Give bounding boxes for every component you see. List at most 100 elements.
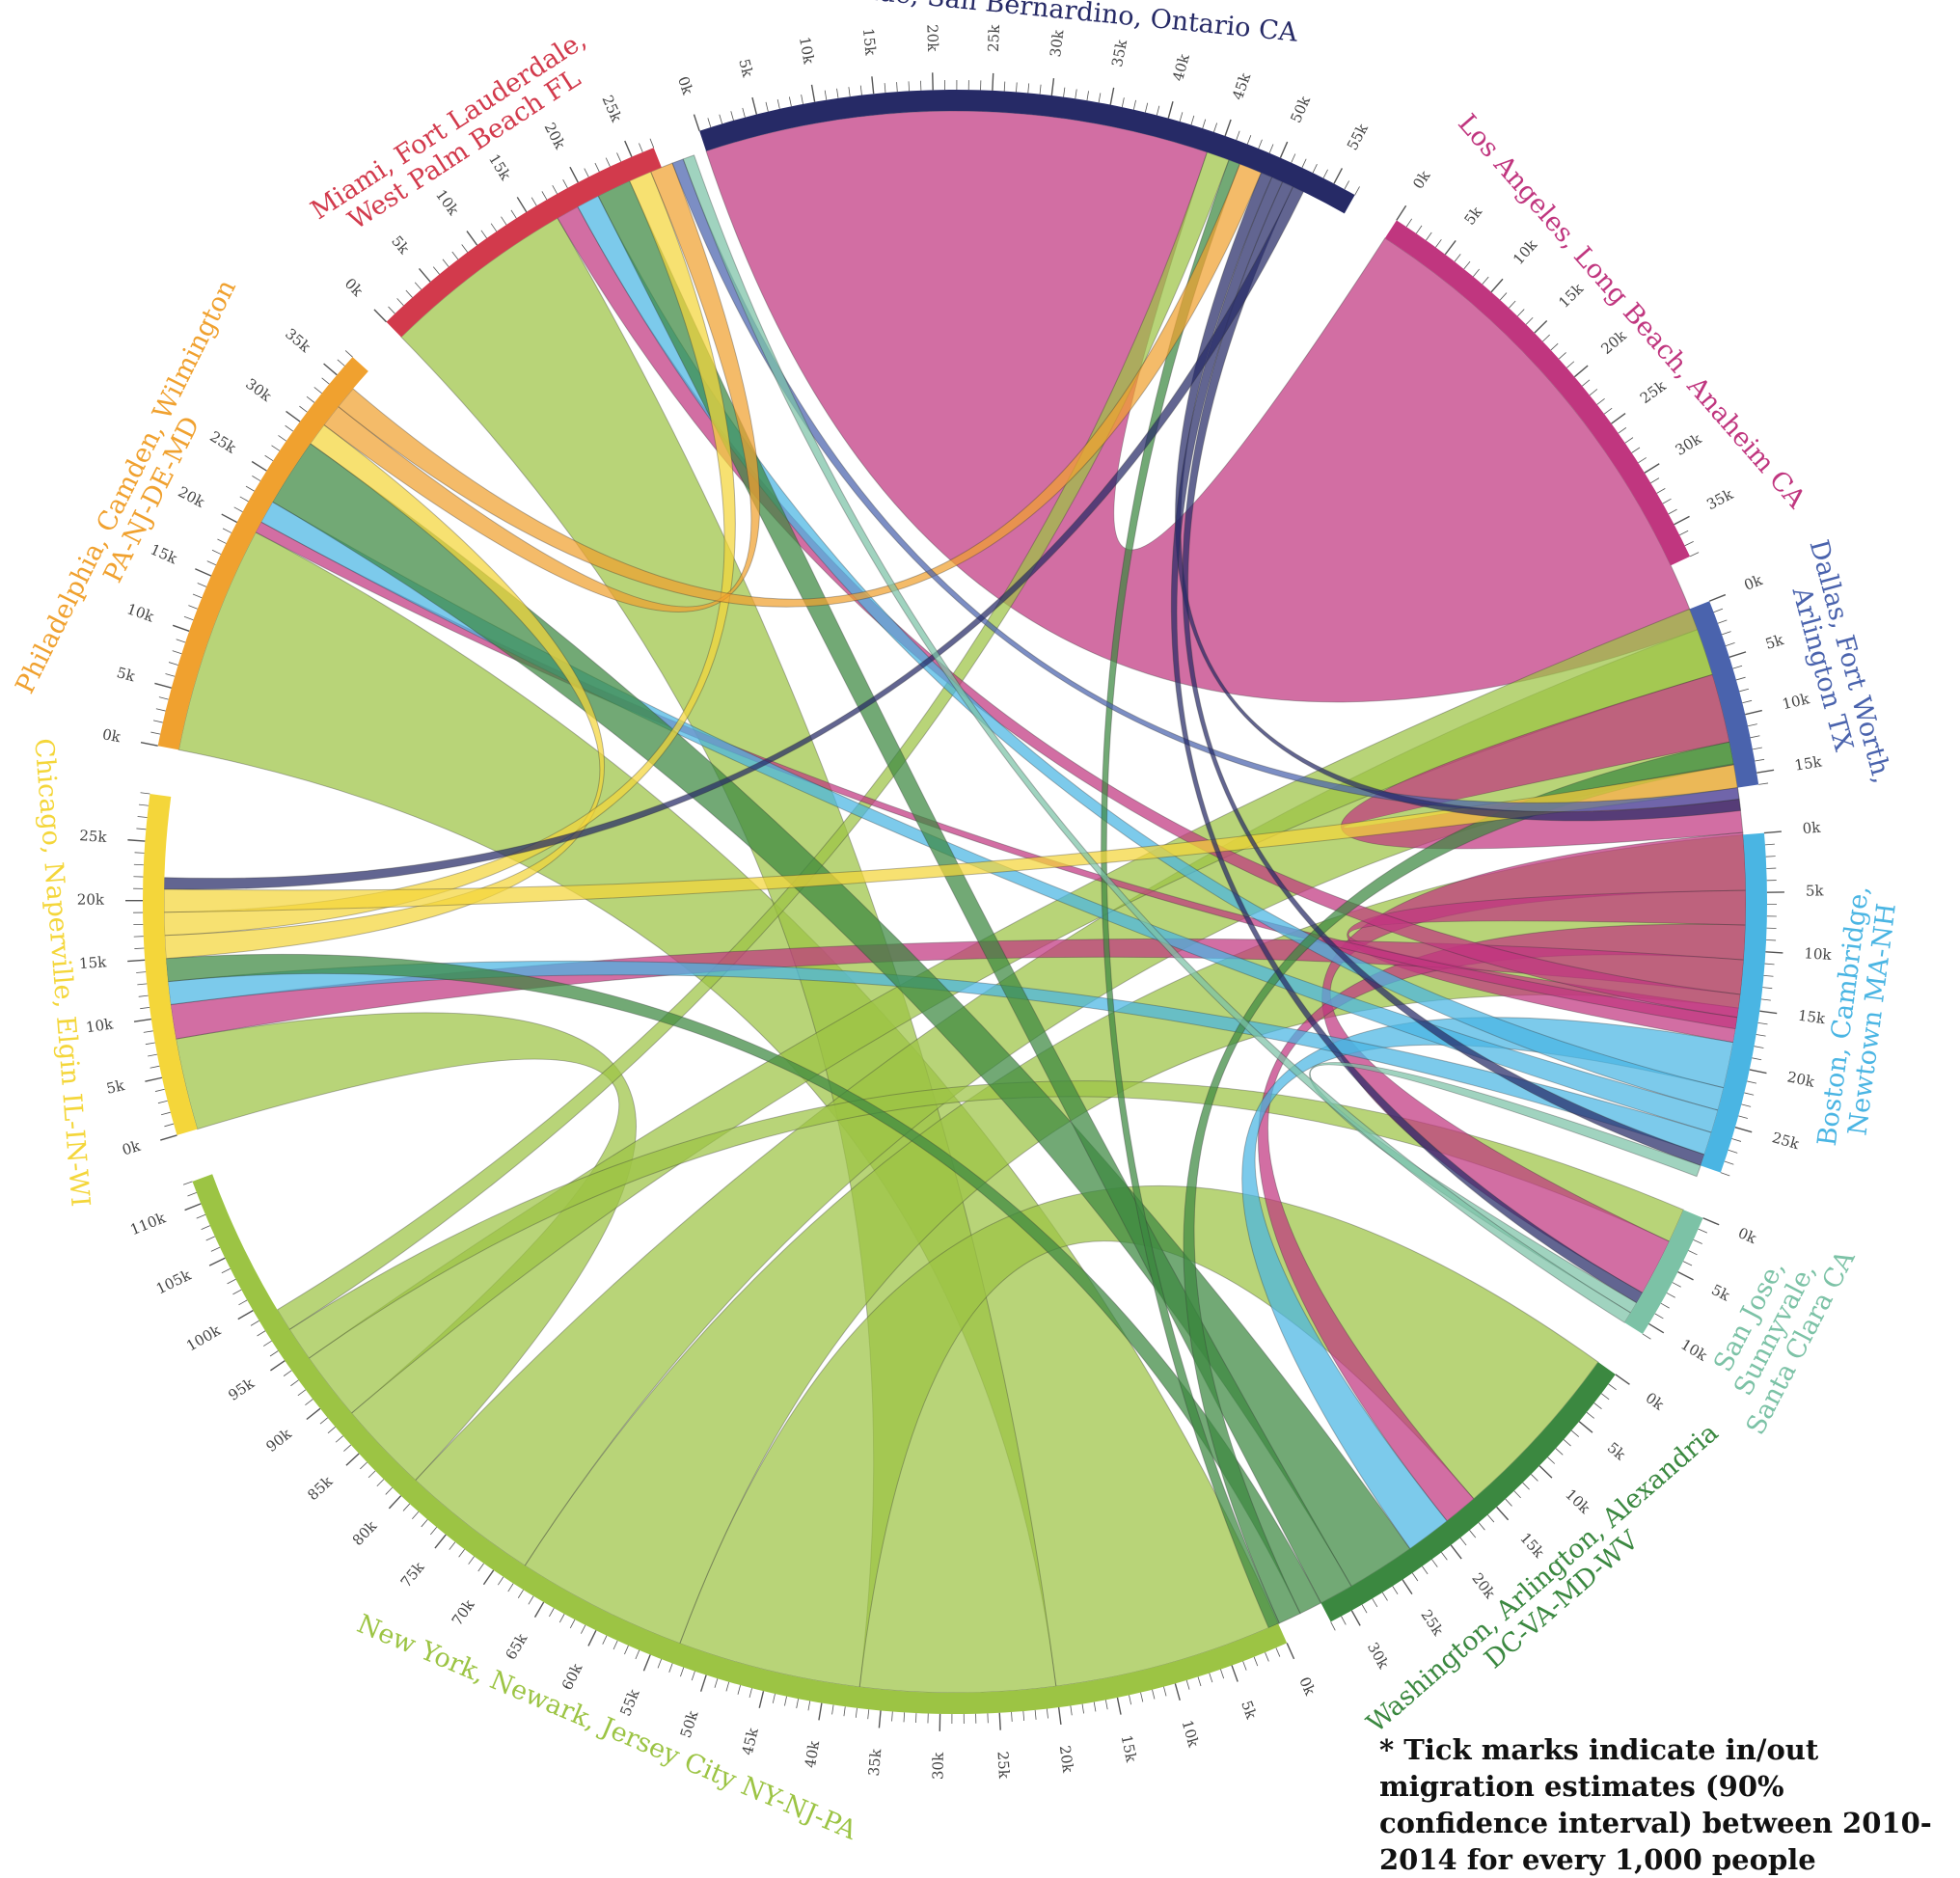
tick-mark <box>868 1709 869 1719</box>
tick-mark <box>1612 414 1626 424</box>
tick-label: 5k <box>388 232 413 259</box>
tick-mark <box>314 387 322 393</box>
tick-mark <box>1237 131 1239 140</box>
tick-label: 50k <box>677 1708 702 1740</box>
tick-label: 35k <box>865 1747 885 1777</box>
tick-mark <box>1203 120 1206 129</box>
tick-mark <box>217 539 226 543</box>
tick-mark <box>1483 277 1488 285</box>
tick-mark <box>909 81 910 91</box>
tick-label: 10k <box>1562 1485 1593 1517</box>
tick-label: 60k <box>558 1660 586 1693</box>
tick-mark <box>1566 362 1574 368</box>
tick-mark <box>832 1705 833 1715</box>
tick-mark <box>336 1436 343 1443</box>
tick-label: 0k <box>1295 1674 1319 1699</box>
tick-mark <box>1455 254 1460 261</box>
tick-mark <box>211 1247 220 1251</box>
tick-mark <box>1694 1239 1702 1243</box>
tick-label: 15k <box>1797 1007 1827 1028</box>
tick-label: 5k <box>105 1076 127 1098</box>
tick-label: 45k <box>1229 69 1255 101</box>
tick-mark <box>127 840 145 841</box>
tick-label: 15k <box>1793 752 1824 774</box>
tick-mark <box>1601 1394 1609 1400</box>
tick-mark <box>1334 168 1342 183</box>
tick-mark <box>1110 88 1113 105</box>
tick-mark <box>1259 140 1263 149</box>
tick-mark <box>603 1636 607 1645</box>
tick-mark <box>752 97 756 114</box>
tick-label: 40k <box>802 1739 824 1770</box>
tick-mark <box>1210 1674 1212 1682</box>
tick-mark <box>202 1226 210 1230</box>
tick-mark <box>252 462 266 472</box>
tick-mark <box>1373 1598 1377 1607</box>
tick-mark <box>1441 1552 1447 1560</box>
tick-mark <box>1669 509 1677 514</box>
tick-mark <box>346 1454 359 1465</box>
tick-label: 0k <box>1643 1389 1668 1414</box>
tick-mark <box>135 853 145 854</box>
tick-mark <box>1406 219 1412 227</box>
tick-mark <box>435 1535 446 1548</box>
tick-mark <box>1035 1710 1036 1720</box>
tick-mark <box>223 529 231 533</box>
tick-mark <box>789 96 791 106</box>
tick-label: 5k <box>1708 1281 1733 1305</box>
tick-label: 10k <box>796 36 818 67</box>
tick-mark <box>535 1602 544 1618</box>
tick-mark <box>1542 335 1549 341</box>
tick-mark <box>650 139 654 148</box>
tick-mark <box>1729 1150 1738 1153</box>
tick-mark <box>1667 1293 1675 1297</box>
tick-mark <box>1175 1683 1180 1700</box>
tick-label: 25k <box>79 827 108 846</box>
tick-mark <box>1351 1611 1360 1626</box>
tick-mark <box>184 616 193 619</box>
tick-mark <box>819 1703 822 1721</box>
tick-mark <box>161 1112 171 1115</box>
footnote: * Tick marks indicate in/out migration e… <box>1379 1731 1939 1878</box>
tick-mark <box>207 561 216 565</box>
tick-mark <box>1714 609 1723 612</box>
tick-mark <box>617 152 621 161</box>
tick-label: 5k <box>1763 631 1786 653</box>
tick-mark <box>1071 1705 1072 1715</box>
tick-mark <box>585 169 589 177</box>
tick-mark <box>173 625 189 631</box>
tick-mark <box>1514 1491 1521 1498</box>
tick-mark <box>1130 1695 1131 1704</box>
tick-mark <box>879 1710 881 1728</box>
tick-mark <box>1638 457 1646 462</box>
tick-mark <box>1382 1592 1387 1601</box>
tick-mark <box>1756 1035 1766 1037</box>
tick-mark <box>1709 595 1726 602</box>
tick-mark <box>1726 642 1734 645</box>
tick-mark <box>160 1135 177 1140</box>
tick-label: 30k <box>242 375 275 406</box>
tick-mark <box>165 674 175 677</box>
tick-mark <box>1657 488 1666 493</box>
tick-mark <box>449 1542 455 1550</box>
tick-mark <box>412 1511 419 1519</box>
tick-mark <box>1725 1161 1733 1164</box>
tick-mark <box>286 411 301 422</box>
tick-mark <box>1276 1647 1280 1656</box>
tick-mark <box>1506 1499 1512 1506</box>
tick-mark <box>581 1625 585 1634</box>
tick-label: 65k <box>502 1630 531 1663</box>
tick-mark <box>270 1350 278 1356</box>
tick-label: 75k <box>397 1558 428 1591</box>
tick-label: 5k <box>1460 203 1485 228</box>
tick-mark <box>1117 1698 1121 1715</box>
tick-mark <box>1731 1139 1741 1142</box>
tick-mark <box>1075 89 1076 98</box>
tick-mark <box>1559 352 1565 359</box>
tick-mark <box>1690 553 1699 557</box>
tick-mark <box>1094 1702 1096 1712</box>
tick-mark <box>290 1380 298 1386</box>
tick-mark <box>228 1279 236 1284</box>
tick-mark <box>588 1630 596 1646</box>
tick-mark <box>491 224 497 231</box>
